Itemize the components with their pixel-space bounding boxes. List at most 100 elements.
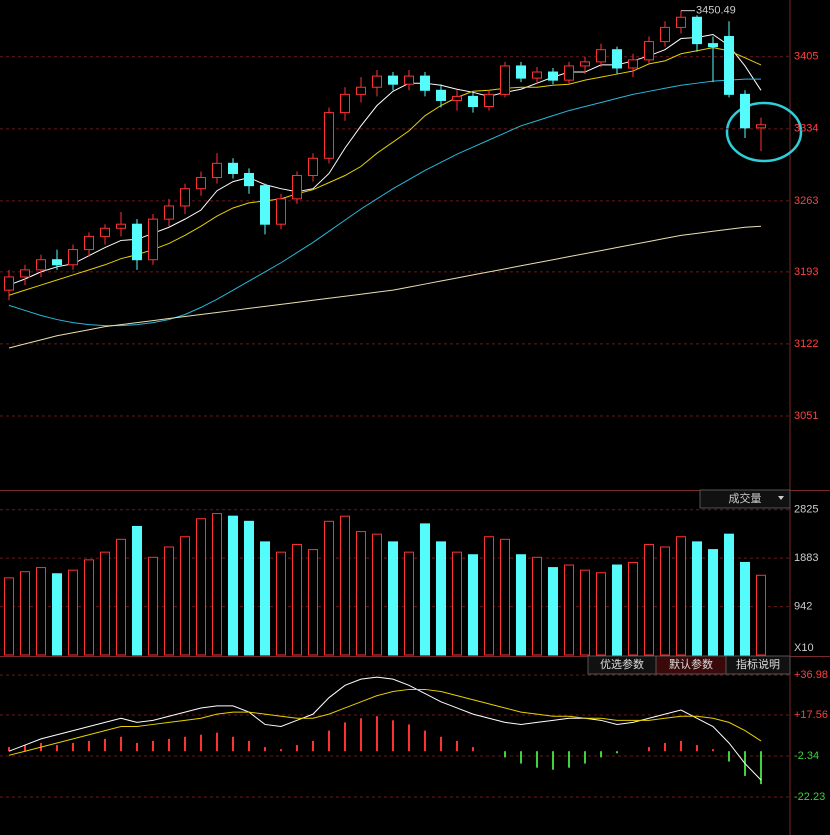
candle-body bbox=[708, 43, 718, 48]
volume-bar bbox=[420, 523, 430, 656]
y-tick-label: +36.98 bbox=[794, 669, 828, 681]
candle-body bbox=[612, 49, 622, 69]
y-tick-label: 1883 bbox=[794, 552, 818, 564]
candle-body bbox=[724, 36, 734, 95]
volume-bar bbox=[148, 556, 158, 656]
volume-bar bbox=[100, 551, 110, 656]
candle-body bbox=[340, 93, 350, 114]
volume-bar bbox=[708, 549, 718, 656]
volume-bar bbox=[356, 531, 366, 656]
candle-body bbox=[372, 75, 382, 88]
tab-button[interactable] bbox=[725, 655, 791, 675]
volume-bar bbox=[196, 518, 206, 656]
volume-bar bbox=[404, 551, 414, 656]
y-tick-label: 3334 bbox=[794, 123, 818, 135]
volume-bar bbox=[468, 554, 478, 656]
highlight-circle bbox=[725, 101, 803, 163]
candle-body bbox=[388, 75, 398, 85]
candle-body bbox=[484, 93, 494, 108]
candle-body bbox=[132, 223, 142, 261]
volume-bar bbox=[68, 569, 78, 656]
volume-bar bbox=[292, 543, 302, 656]
volume-bar bbox=[212, 513, 222, 656]
volume-bar bbox=[340, 515, 350, 656]
volume-bar bbox=[532, 556, 542, 656]
candle-body bbox=[468, 95, 478, 108]
tab-label[interactable]: 指标说明 bbox=[736, 657, 780, 671]
volume-bar bbox=[644, 543, 654, 656]
volume-bar bbox=[692, 541, 702, 656]
tab-label[interactable]: 优选参数 bbox=[600, 657, 644, 671]
volume-bar bbox=[628, 561, 638, 656]
volume-bar bbox=[228, 515, 238, 656]
volume-bar bbox=[308, 549, 318, 656]
candle-body bbox=[740, 93, 750, 129]
volume-bar bbox=[260, 541, 270, 656]
moving-average bbox=[8, 225, 762, 349]
volume-bar bbox=[116, 538, 126, 656]
volume-bar bbox=[388, 541, 398, 656]
y-tick-label: 942 bbox=[794, 600, 812, 612]
dropdown-arrow bbox=[778, 496, 784, 500]
volume-bar bbox=[180, 536, 190, 656]
candle-body bbox=[420, 75, 430, 91]
candle-body bbox=[180, 188, 190, 207]
candle-body bbox=[660, 26, 670, 43]
candle-body bbox=[276, 198, 286, 225]
y-tick-label: 3193 bbox=[794, 266, 818, 278]
candle-body bbox=[244, 172, 254, 187]
candle-body bbox=[4, 276, 14, 291]
tab-label[interactable]: 默认参数 bbox=[669, 657, 713, 671]
volume-bar bbox=[724, 533, 734, 656]
indicator-select[interactable] bbox=[699, 489, 791, 509]
candle-body bbox=[756, 124, 766, 129]
candle-body bbox=[692, 16, 702, 45]
candle-body bbox=[516, 65, 526, 79]
volume-bar bbox=[52, 573, 62, 656]
candle-body bbox=[308, 157, 318, 177]
candle-body bbox=[436, 89, 446, 101]
volume-bar bbox=[276, 551, 286, 656]
volume-bar bbox=[500, 538, 510, 656]
candle-body bbox=[100, 227, 110, 237]
y-tick-label: 3051 bbox=[794, 410, 818, 422]
candle-body bbox=[548, 71, 558, 81]
volume-bar bbox=[676, 536, 686, 656]
volume-bar bbox=[660, 546, 670, 656]
volume-bar bbox=[132, 525, 142, 656]
volume-bar bbox=[580, 569, 590, 656]
volume-bar bbox=[564, 564, 574, 656]
unit-label: X10 bbox=[794, 642, 814, 654]
macd-line bbox=[8, 676, 762, 781]
candle-body bbox=[500, 65, 510, 95]
macd-line bbox=[8, 688, 762, 756]
candle-body bbox=[116, 223, 126, 229]
volume-bar bbox=[84, 559, 94, 656]
candle-body bbox=[212, 162, 222, 179]
candle-body bbox=[84, 235, 94, 251]
y-tick-label: -22.23 bbox=[794, 791, 825, 803]
candle-body bbox=[532, 71, 542, 79]
volume-bar bbox=[164, 546, 174, 656]
y-tick-label: +17.56 bbox=[794, 709, 828, 721]
candle-body bbox=[228, 162, 238, 174]
volume-bar bbox=[244, 520, 254, 656]
candle-body bbox=[564, 65, 574, 81]
candle-body bbox=[324, 112, 334, 159]
indicator-title: 成交量 bbox=[729, 491, 762, 505]
candle-body bbox=[52, 259, 62, 266]
volume-bar bbox=[436, 541, 446, 656]
candle-body bbox=[164, 205, 174, 220]
volume-bar bbox=[548, 567, 558, 656]
candle-body bbox=[628, 59, 638, 69]
volume-bar bbox=[20, 571, 30, 656]
moving-average bbox=[8, 78, 761, 327]
volume-bar bbox=[372, 533, 382, 656]
volume-bar bbox=[4, 577, 14, 656]
volume-bar bbox=[596, 572, 606, 656]
high-annotation: 3450.49 bbox=[696, 5, 736, 17]
candle-body bbox=[292, 175, 302, 200]
volume-bar bbox=[612, 564, 622, 656]
